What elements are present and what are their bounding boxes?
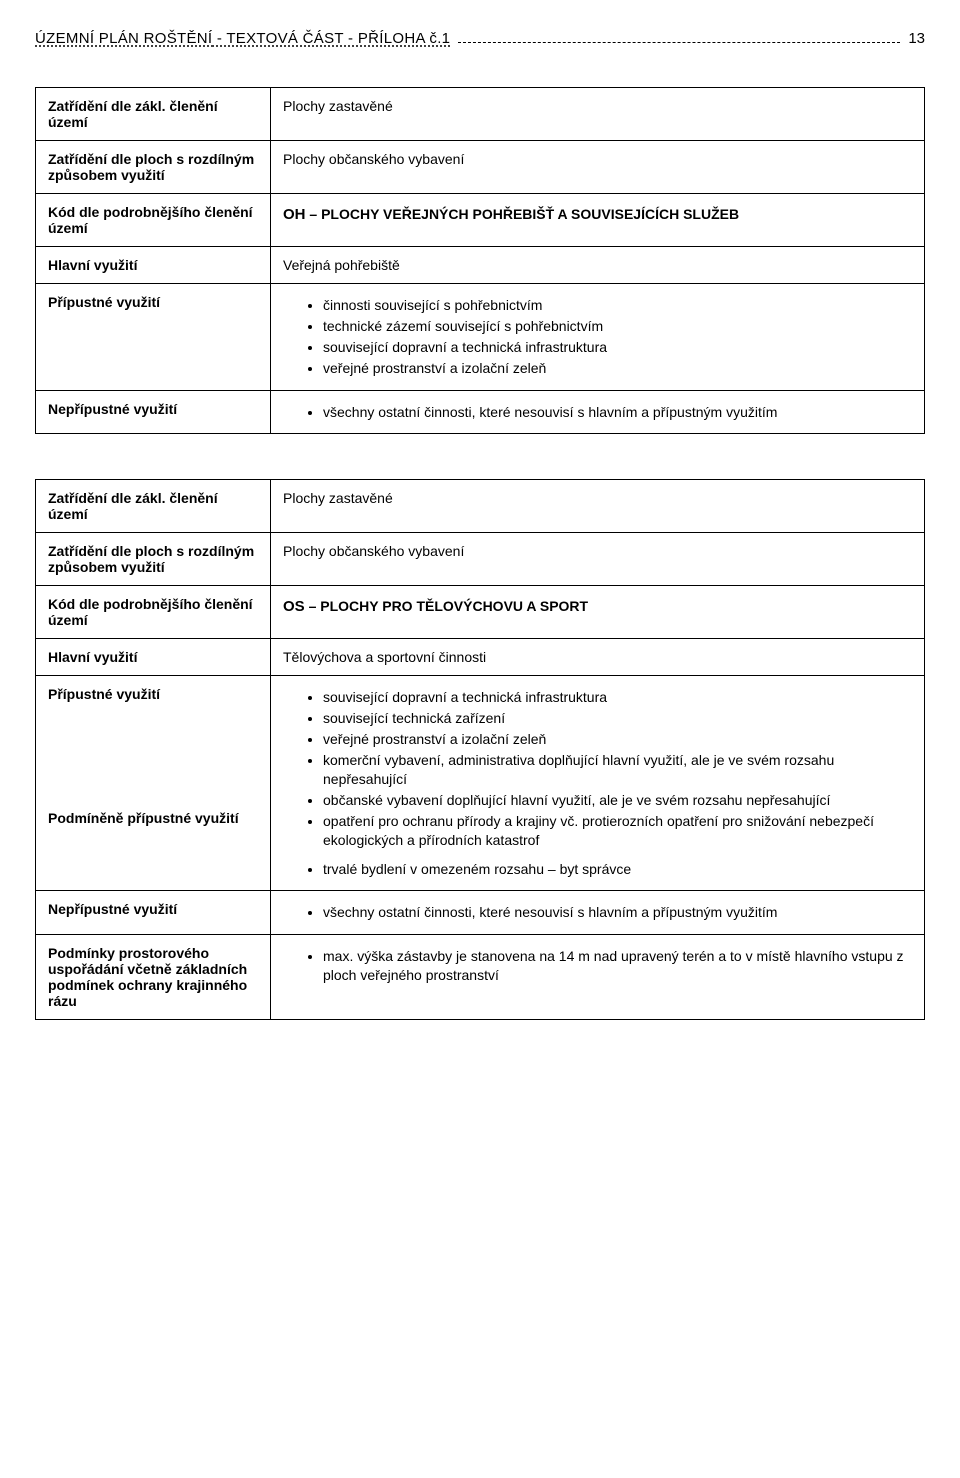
row-value: Tělovýchova a sportovní činnosti	[271, 639, 925, 676]
item-list: trvalé bydlení v omezeném rozsahu – byt …	[283, 860, 912, 879]
list-item: max. výška zástavby je stanovena na 14 m…	[323, 947, 912, 985]
item-list: max. výška zástavby je stanovena na 14 m…	[283, 947, 912, 985]
list-item: veřejné prostranství a izolační zeleň	[323, 730, 912, 749]
row-label: Přípustné využití	[36, 284, 271, 391]
item-list: všechny ostatní činnosti, které nesouvis…	[283, 903, 912, 922]
row-label-a: Přípustné využití	[48, 686, 258, 702]
row-value: OS – PLOCHY PRO TĚLOVÝCHOVU A SPORT	[271, 586, 925, 639]
header-title-main: ÚZEMNÍ PLÁN ROŠTĚNÍ	[35, 30, 212, 47]
row-label: Podmínky prostorového uspořádání včetně …	[36, 935, 271, 1020]
list-item: trvalé bydlení v omezeném rozsahu – byt …	[323, 860, 912, 879]
table-os: Zatřídění dle zákl. členění území Plochy…	[35, 479, 925, 1020]
list-item: související dopravní a technická infrast…	[323, 688, 912, 707]
item-list: související dopravní a technická infrast…	[283, 688, 912, 849]
row-value: činnosti související s pohřebnictvím tec…	[271, 284, 925, 391]
table-row: Zatřídění dle zákl. členění území Plochy…	[36, 88, 925, 141]
list-item: komerční vybavení, administrativa doplňu…	[323, 751, 912, 789]
table-row: Nepřípustné využití všechny ostatní činn…	[36, 891, 925, 935]
table-row: Přípustné využití činnosti související s…	[36, 284, 925, 391]
item-list: činnosti související s pohřebnictvím tec…	[283, 296, 912, 378]
table-row: Hlavní využití Tělovýchova a sportovní č…	[36, 639, 925, 676]
table-row: Kód dle podrobnějšího členění území OS –…	[36, 586, 925, 639]
list-item: opatření pro ochranu přírody a krajiny v…	[323, 812, 912, 850]
list-item: občanské vybavení doplňující hlavní využ…	[323, 791, 912, 810]
row-value: OH – PLOCHY VEŘEJNÝCH POHŘEBIŠŤ A SOUVIS…	[271, 194, 925, 247]
code-oh: OH	[283, 206, 306, 223]
header-title: ÚZEMNÍ PLÁN ROŠTĚNÍ - TEXTOVÁ ČÁST - PŘÍ…	[35, 30, 450, 47]
table-row: Hlavní využití Veřejná pohřebiště	[36, 247, 925, 284]
row-value: max. výška zástavby je stanovena na 14 m…	[271, 935, 925, 1020]
table-row: Nepřípustné využití všechny ostatní činn…	[36, 390, 925, 434]
list-item: činnosti související s pohřebnictvím	[323, 296, 912, 315]
header-rule	[458, 41, 900, 43]
row-label: Nepřípustné využití	[36, 390, 271, 434]
row-value: Plochy občanského vybavení	[271, 141, 925, 194]
row-value: všechny ostatní činnosti, které nesouvis…	[271, 891, 925, 935]
row-label: Kód dle podrobnějšího členění území	[36, 194, 271, 247]
row-label: Zatřídění dle zákl. členění území	[36, 480, 271, 533]
row-value: všechny ostatní činnosti, které nesouvis…	[271, 390, 925, 434]
row-label: Hlavní využití	[36, 247, 271, 284]
header-title-sub: - TEXTOVÁ ČÁST - PŘÍLOHA č.1	[212, 30, 450, 47]
table-row: Zatřídění dle ploch s rozdílným způsobem…	[36, 141, 925, 194]
page-header: ÚZEMNÍ PLÁN ROŠTĚNÍ - TEXTOVÁ ČÁST - PŘÍ…	[35, 30, 925, 47]
table-row: Zatřídění dle zákl. členění území Plochy…	[36, 480, 925, 533]
row-label: Kód dle podrobnějšího členění území	[36, 586, 271, 639]
row-value: Plochy zastavěné	[271, 480, 925, 533]
row-value: Veřejná pohřebiště	[271, 247, 925, 284]
page-number: 13	[908, 30, 925, 47]
row-label: Zatřídění dle zákl. členění území	[36, 88, 271, 141]
row-label: Zatřídění dle ploch s rozdílným způsobem…	[36, 533, 271, 586]
row-label-b: Podmíněně přípustné využití	[48, 810, 258, 826]
list-item: veřejné prostranství a izolační zeleň	[323, 359, 912, 378]
table-oh: Zatřídění dle zákl. členění území Plochy…	[35, 87, 925, 434]
list-item: související technická zařízení	[323, 709, 912, 728]
list-item: všechny ostatní činnosti, které nesouvis…	[323, 903, 912, 922]
list-item: technické zázemí související s pohřebnic…	[323, 317, 912, 336]
code-desc: – PLOCHY VEŘEJNÝCH POHŘEBIŠŤ A SOUVISEJÍ…	[306, 206, 740, 222]
table-row: Podmínky prostorového uspořádání včetně …	[36, 935, 925, 1020]
table-row: Kód dle podrobnějšího členění území OH –…	[36, 194, 925, 247]
code-desc: – PLOCHY PRO TĚLOVÝCHOVU A SPORT	[305, 598, 588, 614]
row-value: Plochy zastavěné	[271, 88, 925, 141]
row-value: Plochy občanského vybavení	[271, 533, 925, 586]
table-row: Zatřídění dle ploch s rozdílným způsobem…	[36, 533, 925, 586]
row-label: Hlavní využití	[36, 639, 271, 676]
row-label: Nepřípustné využití	[36, 891, 271, 935]
list-item: všechny ostatní činnosti, které nesouvis…	[323, 403, 912, 422]
list-item: související dopravní a technická infrast…	[323, 338, 912, 357]
table-row: Přípustné využití Podmíněně přípustné vy…	[36, 676, 925, 891]
row-value: související dopravní a technická infrast…	[271, 676, 925, 891]
code-os: OS	[283, 598, 305, 615]
row-label: Zatřídění dle ploch s rozdílným způsobem…	[36, 141, 271, 194]
row-label: Přípustné využití Podmíněně přípustné vy…	[36, 676, 271, 891]
item-list: všechny ostatní činnosti, které nesouvis…	[283, 403, 912, 422]
